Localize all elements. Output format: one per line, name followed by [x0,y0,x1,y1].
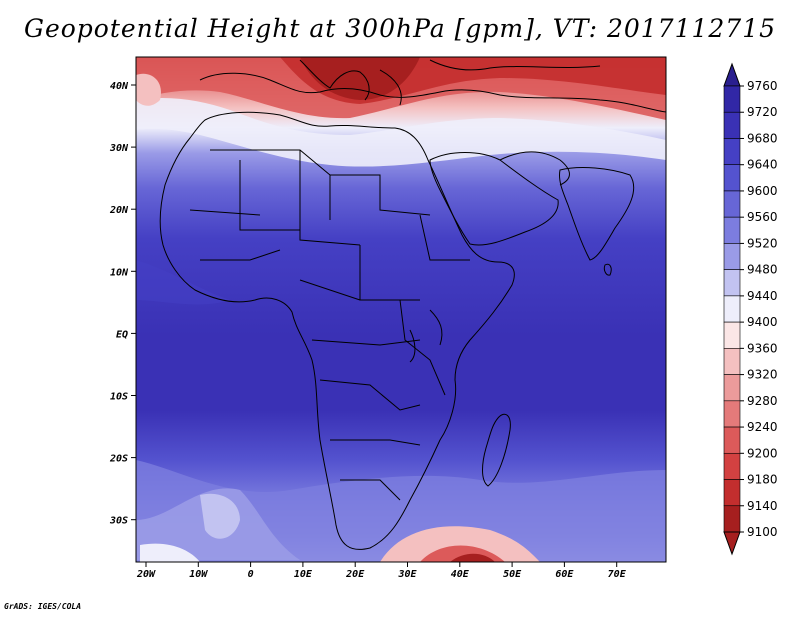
colorbar-swatch [723,374,741,402]
colorbar-swatch [723,505,741,533]
colorbar-swatch [723,321,741,349]
colorbar-swatch [723,295,741,323]
lon-tick-label: 60E [555,569,574,580]
colorbar-label: 9320 [747,368,778,382]
lon-tick-label: 70E [608,569,627,580]
colorbar-label: 9600 [747,184,778,198]
colorbar-label: 9560 [747,210,778,224]
lat-tick-label: 10N [110,267,129,278]
colorbar-bottom-arrow [723,531,741,556]
colorbar-label: 9240 [747,420,778,434]
colorbar-label: 9400 [747,315,778,329]
colorbar-swatch [723,138,741,166]
lon-tick-label: 10W [189,569,208,580]
map-field [136,57,666,562]
lat-tick-label: 20S [109,454,128,465]
lat-tick-label: 40N [110,81,129,92]
colorbar-label: 9720 [747,105,778,119]
colorbar-label: 9180 [747,473,778,487]
colorbar-label: 9640 [747,158,778,172]
colorbar-swatch [723,85,741,113]
lon-tick-label: 30E [397,569,417,580]
map-title: Geopotential Height at 300hPa [gpm], VT:… [23,14,777,43]
lat-tick-label: 10S [110,392,128,403]
lat-tick-label: 20N [109,205,129,216]
colorbar-swatch [723,269,741,297]
colorbar-label: 9100 [747,525,778,539]
colorbar-swatch [723,452,741,480]
colorbar-swatch [723,164,741,192]
coastlines [159,59,666,550]
colorbar-top-arrow [723,62,741,87]
colorbar-label: 9520 [747,236,778,250]
colorbar-swatch [723,216,741,244]
map-frame [135,56,667,563]
colorbar-swatch [723,426,741,454]
lon-tick-label: 20E [345,569,365,580]
lat-tick-label: 30N [109,143,129,154]
colorbar-label: 9140 [747,499,778,513]
lon-tick-label: 50E [503,569,522,580]
colorbar-label: 9280 [747,394,778,408]
grads-credit: GrADS: IGES/COLA [4,602,82,611]
lon-tick-label: 10E [294,569,313,580]
colorbar-swatch [723,243,741,270]
colorbar-label: 9680 [747,131,778,145]
colorbar-label: 9360 [747,341,778,355]
colorbar-label: 9480 [747,263,778,277]
longitude-axis: 20W 10W 0 10E 20E 30E 40E 50E 60E 70E [136,562,627,580]
colorbar-label: 9200 [747,446,778,460]
lon-tick-label: 20W [136,569,156,580]
colorbar-label: 9440 [747,289,778,303]
lat-tick-label: EQ [116,329,128,340]
colorbar-swatch [723,400,741,428]
colorbar-label: 9760 [747,79,778,93]
colorbar-swatch [723,190,741,218]
lat-tick-label: 30S [109,516,128,527]
colorbar: 9760 9720 9680 9640 9600 9560 9520 9480 9440 9400… [723,62,778,556]
latitude-axis: 40N 30N 20N 10N EQ 10S 20S 30S [109,81,136,527]
colorbar-swatch [723,348,741,375]
colorbar-swatch [723,111,741,139]
lon-tick-label: 0 [248,569,254,580]
colorbar-swatch [723,479,741,507]
lon-tick-label: 40E [451,569,470,580]
